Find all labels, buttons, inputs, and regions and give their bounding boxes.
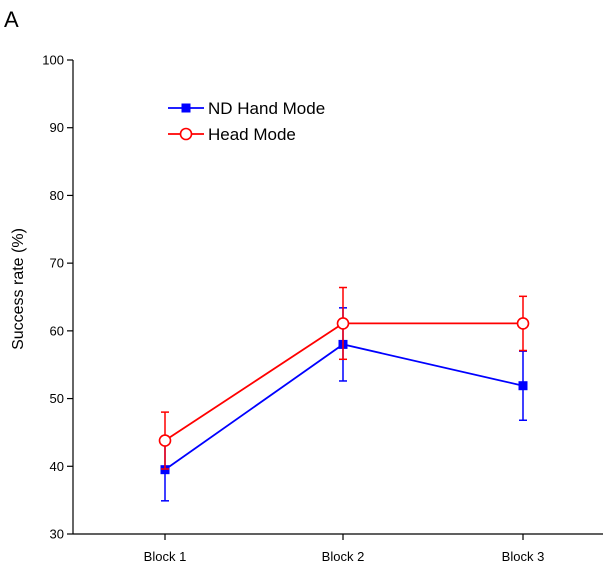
y-tick-label: 90 bbox=[50, 120, 64, 135]
legend-label: Head Mode bbox=[208, 125, 296, 144]
data-point bbox=[158, 434, 172, 447]
x-tick-label: Block 2 bbox=[322, 549, 365, 564]
legend-item: Head Mode bbox=[168, 125, 296, 144]
y-tick-label: 70 bbox=[50, 256, 64, 271]
y-tick-label: 30 bbox=[50, 527, 64, 542]
data-point bbox=[518, 381, 528, 391]
series-line bbox=[164, 343, 524, 471]
y-tick-label: 50 bbox=[50, 391, 64, 406]
data-point bbox=[516, 317, 530, 330]
x-tick-label: Block 1 bbox=[144, 549, 187, 564]
series-2 bbox=[158, 286, 530, 470]
series-1 bbox=[160, 307, 528, 502]
y-tick-label: 60 bbox=[50, 323, 64, 338]
axes: 30 40 50 60 70 80 90 100 Block 1 Block 2 Block 3 bbox=[42, 53, 603, 564]
y-tick-label: 100 bbox=[42, 53, 64, 68]
panel-label: A bbox=[4, 7, 19, 32]
legend-marker bbox=[181, 103, 191, 113]
y-axis-title: Success rate (%) bbox=[10, 228, 27, 350]
legend-marker bbox=[179, 127, 193, 141]
legend: ND Hand Mode Head Mode bbox=[168, 99, 325, 144]
y-tick-label: 80 bbox=[50, 188, 64, 203]
legend-item: ND Hand Mode bbox=[168, 99, 325, 118]
data-point bbox=[336, 317, 350, 330]
series-layer bbox=[158, 286, 530, 502]
legend-label: ND Hand Mode bbox=[208, 99, 325, 118]
y-tick-label: 40 bbox=[50, 459, 64, 474]
x-tick-label: Block 3 bbox=[502, 549, 545, 564]
